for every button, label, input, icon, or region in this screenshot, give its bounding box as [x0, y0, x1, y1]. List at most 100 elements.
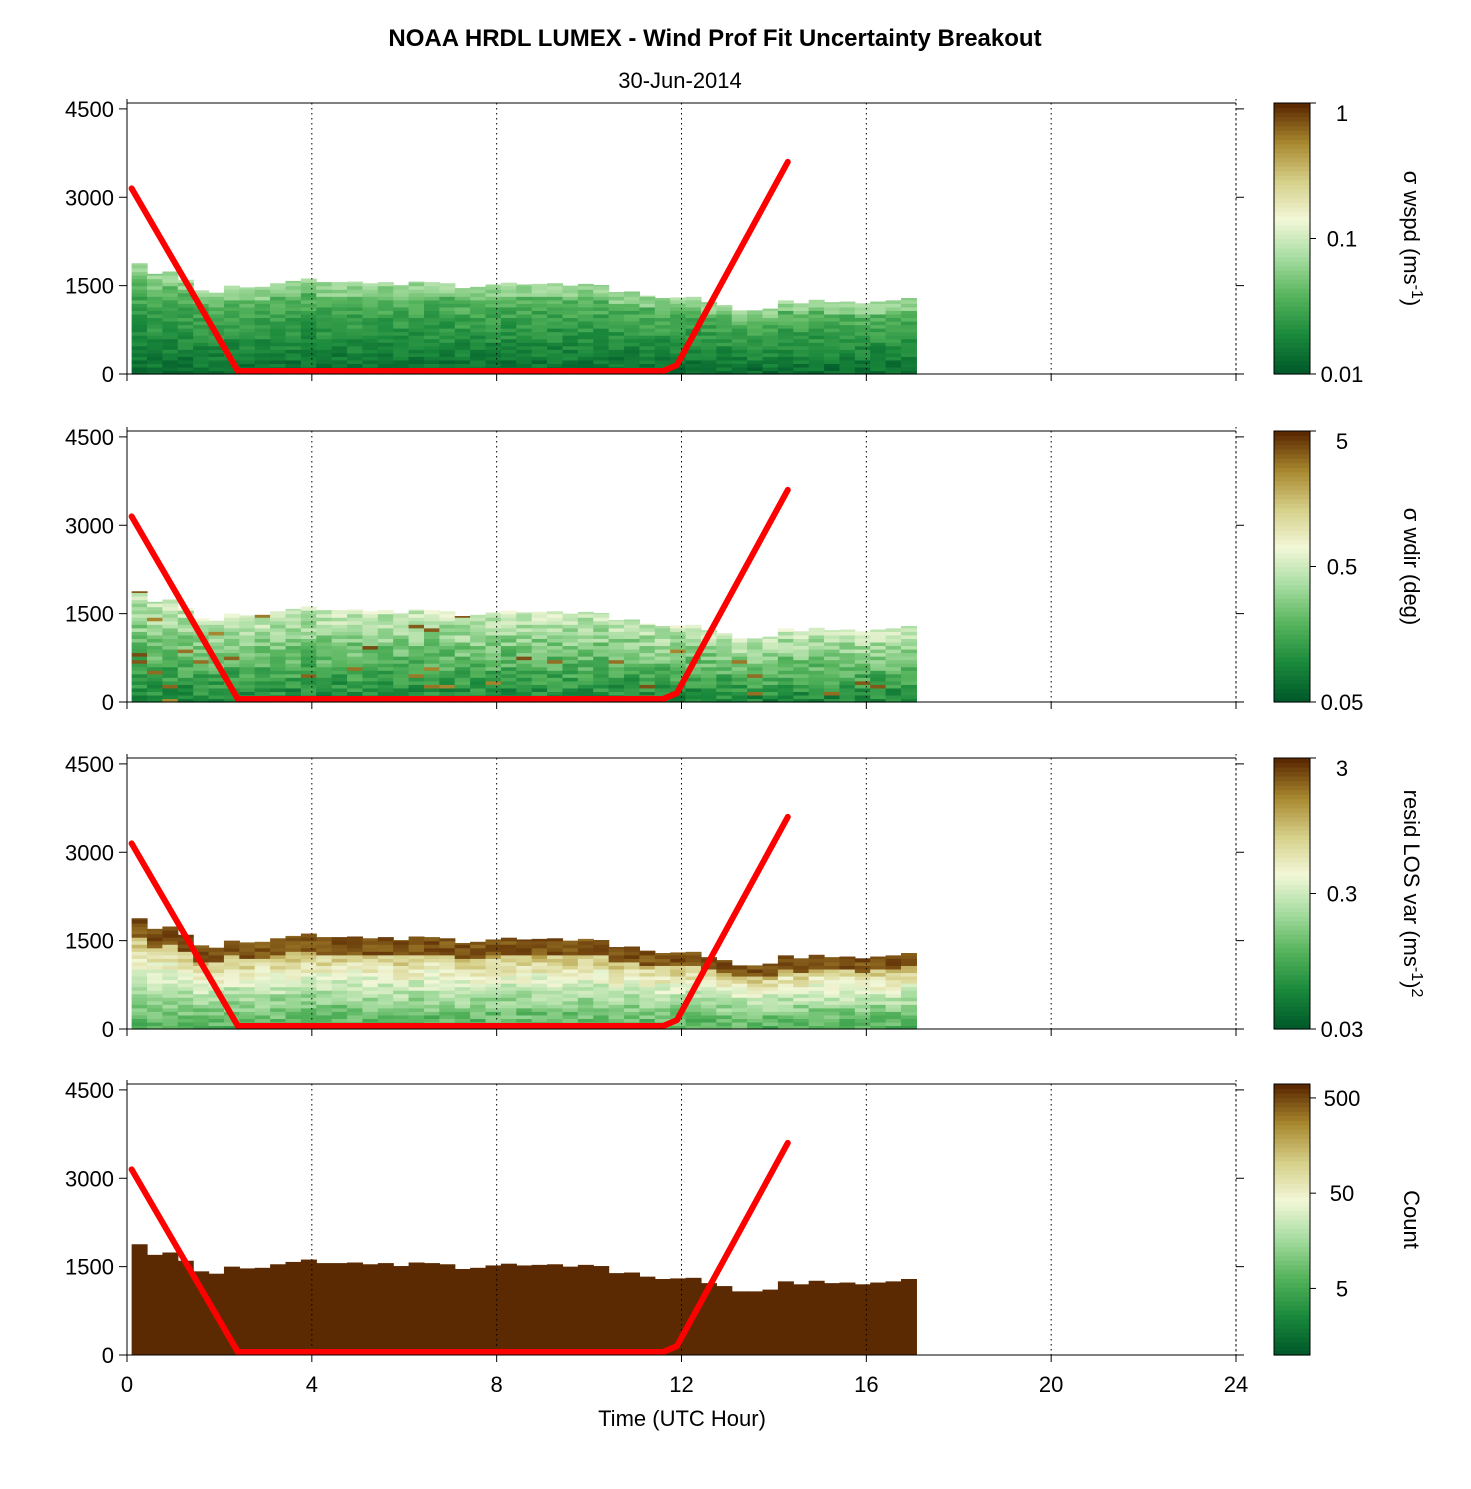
heatmap-cell: [208, 303, 225, 308]
heatmap-cell: [516, 1011, 533, 1016]
heatmap-cell: [223, 698, 240, 703]
heatmap-cell: [147, 296, 163, 301]
heatmap-cell: [608, 663, 625, 668]
heatmap-cell: [408, 1007, 425, 1012]
heatmap-cell: [624, 331, 641, 336]
heatmap-cell: [731, 997, 748, 1002]
heatmap-cell: [516, 313, 533, 319]
heatmap-cell: [808, 698, 825, 703]
heatmap-cell: [793, 303, 810, 308]
heatmap-cell: [716, 1000, 733, 1005]
heatmap-cell: [131, 324, 148, 329]
heatmap-cell: [362, 338, 379, 343]
heatmap-cell: [839, 645, 856, 650]
heatmap-cell: [685, 641, 702, 647]
heatmap-cell: [900, 638, 917, 643]
heatmap-cell: [562, 641, 579, 647]
heatmap-cell: [423, 677, 440, 682]
heatmap-cell: [393, 634, 410, 639]
heatmap-cell: [531, 1014, 548, 1019]
heatmap-cell: [870, 338, 887, 343]
heatmap-cell: [747, 366, 764, 372]
heatmap-cell: [870, 645, 887, 650]
heatmap-cell: [531, 687, 548, 692]
heatmap-cell: [362, 299, 379, 304]
heatmap-cell: [362, 638, 379, 643]
heatmap-cell: [562, 673, 579, 678]
heatmap-cell: [393, 627, 410, 632]
heatmap-cell: [316, 310, 333, 315]
colorbar-band: [1274, 916, 1310, 922]
heatmap-cell: [270, 359, 287, 364]
heatmap-cell: [885, 345, 902, 350]
heatmap-cell: [331, 335, 348, 340]
heatmap-cell: [362, 1018, 379, 1023]
heatmap-cell: [377, 1011, 394, 1016]
heatmap-cell: [593, 356, 610, 361]
heatmap-cell: [162, 349, 179, 354]
heatmap-cell: [562, 972, 579, 977]
heatmap-cell: [593, 673, 610, 678]
heatmap-cell: [900, 306, 917, 311]
heatmap-cell: [285, 306, 302, 311]
colorbar-band: [1274, 301, 1310, 307]
heatmap-cell: [500, 940, 517, 945]
heatmap-cell: [223, 972, 240, 977]
heatmap-cell: [885, 961, 902, 966]
heatmap-cell: [408, 680, 425, 685]
heatmap-cell: [562, 997, 579, 1002]
heatmap-cell: [608, 1273, 625, 1355]
heatmap-cell: [824, 324, 841, 329]
heatmap-cell: [439, 986, 456, 991]
heatmap-cell: [193, 299, 210, 304]
heatmap-cell: [331, 345, 348, 350]
heatmap-cell: [316, 641, 333, 647]
heatmap-cell: [408, 663, 425, 668]
heatmap-cell: [531, 285, 548, 290]
heatmap-cell: [208, 624, 225, 629]
heatmap-cell: [254, 1018, 271, 1023]
heatmap-cell: [470, 951, 487, 956]
heatmap-cell: [131, 627, 148, 632]
heatmap-cell: [839, 986, 856, 991]
heatmap-cell: [747, 1007, 764, 1012]
heatmap-cell: [362, 624, 379, 629]
heatmap-cell: [547, 1004, 564, 1009]
heatmap-cell: [270, 997, 287, 1002]
heatmap-cell: [624, 292, 641, 297]
heatmap-cell: [316, 320, 333, 326]
heatmap-cell: [777, 331, 794, 336]
heatmap-cell: [208, 954, 225, 959]
heatmap-cell: [762, 342, 779, 347]
heatmap-cell: [300, 613, 317, 618]
heatmap-cell: [270, 645, 287, 650]
heatmap-cell: [608, 1000, 625, 1005]
heatmap-cell: [300, 670, 317, 675]
heatmap-cell: [131, 285, 148, 290]
heatmap-cell: [162, 324, 179, 329]
heatmap-cell: [393, 1011, 410, 1016]
heatmap-cell: [439, 954, 456, 959]
heatmap-cell: [485, 940, 502, 945]
heatmap-cell: [870, 1004, 887, 1009]
heatmap-cell: [870, 993, 887, 998]
heatmap-cell: [639, 951, 656, 956]
heatmap-cell: [147, 328, 163, 333]
heatmap-cell: [162, 951, 179, 956]
heatmap-cell: [685, 345, 702, 350]
heatmap-cell: [824, 1018, 841, 1023]
heatmap-cell: [531, 670, 548, 675]
heatmap-cell: [316, 986, 333, 991]
heatmap-cell: [208, 352, 225, 357]
heatmap-cell: [285, 997, 302, 1002]
heatmap-cell: [577, 627, 594, 632]
heatmap-cell: [593, 691, 610, 696]
heatmap-cell: [393, 656, 410, 661]
heatmap-cell: [131, 1007, 148, 1012]
colorbar-band: [1274, 306, 1310, 312]
heatmap-cell: [608, 975, 625, 981]
heatmap-cell: [254, 328, 271, 333]
colorbar-band: [1274, 494, 1310, 500]
heatmap-cell: [162, 638, 179, 643]
heatmap-cell: [377, 940, 394, 945]
